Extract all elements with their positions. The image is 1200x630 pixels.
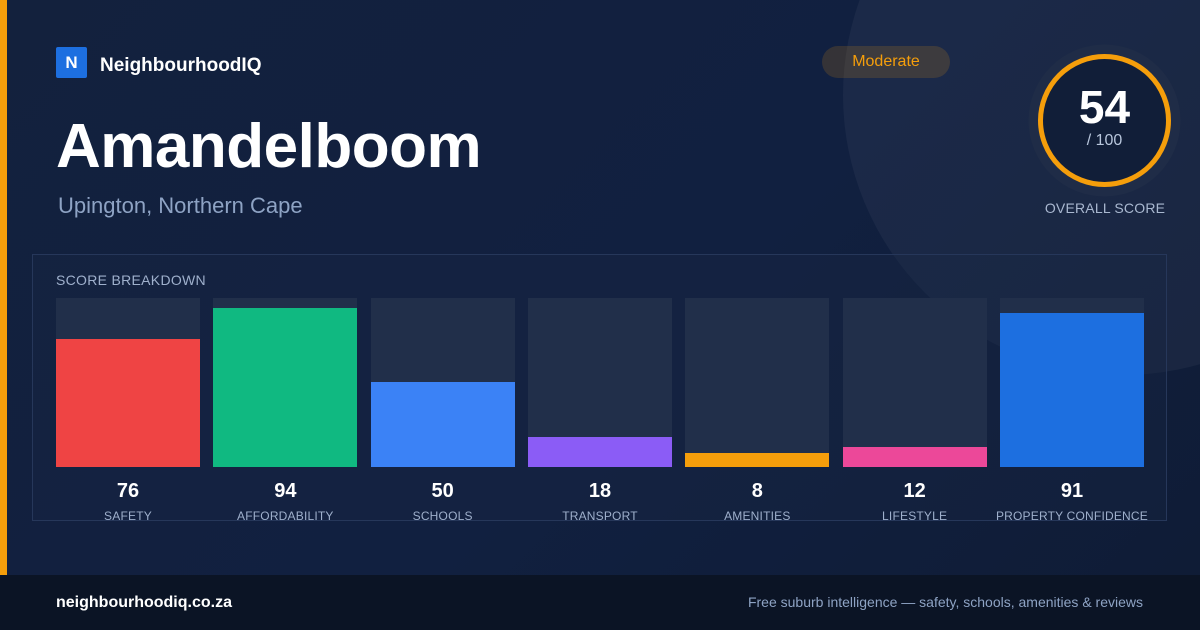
suburb-location: Upington, Northern Cape	[58, 193, 303, 218]
bar-value-label: 8	[751, 480, 763, 502]
bar-fill	[999, 313, 1144, 467]
bar-column: 50 SCHOOLS	[370, 298, 515, 523]
bar-category-label: SAFETY	[104, 509, 152, 523]
score-ring-graphic	[1028, 44, 1181, 197]
bar-column: 91 PROPERTY CONFIDENCE	[996, 298, 1148, 523]
bar-category-label: LIFESTYLE	[882, 509, 948, 523]
score-breakdown-panel: SCORE BREAKDOWN 76 SAFETY 94 AFFORDABILITY 5…	[32, 254, 1167, 523]
bar-track	[527, 298, 672, 467]
bar-fill	[56, 339, 200, 467]
overall-score-max: / 100	[1086, 132, 1123, 149]
bar-column: 8 AMENITIES	[685, 298, 830, 523]
bar-column: 18 TRANSPORT	[527, 298, 672, 523]
share-card: N NeighbourhoodIQ Amandelboom Upington, …	[0, 0, 1200, 575]
bar-category-label: TRANSPORT	[562, 509, 638, 523]
bar-category-label: PROPERTY CONFIDENCE	[995, 509, 1148, 523]
bar-fill	[370, 382, 515, 467]
bar-track	[56, 298, 200, 467]
bar-value-label: 18	[588, 480, 612, 502]
bar-track	[999, 298, 1144, 467]
score-ring-stroke	[1038, 54, 1171, 187]
bar-column: 76 SAFETY	[56, 298, 200, 523]
overall-score-caption: OVERALL SCORE	[1044, 200, 1166, 216]
bar-value-label: 50	[431, 480, 454, 502]
brand-name: NeighbourhoodIQ	[100, 54, 262, 76]
brand-logo-icon: N	[56, 47, 87, 78]
bar-value-label: 94	[274, 480, 297, 502]
breakdown-title: SCORE BREAKDOWN	[56, 272, 206, 288]
bar-category-label: SCHOOLS	[412, 509, 473, 523]
bar-fill	[685, 453, 830, 467]
bar-value-label: 76	[116, 480, 140, 502]
accent-bar	[0, 0, 7, 575]
footer-tagline: Free suburb intelligence — safety, schoo…	[747, 594, 1143, 610]
bar-category-label: AFFORDABILITY	[237, 509, 334, 523]
bar-track	[685, 298, 830, 467]
overall-score-value: 54	[1078, 81, 1131, 133]
bar-track	[842, 298, 987, 467]
bar-column: 94 AFFORDABILITY	[213, 298, 358, 523]
bar-category-label: AMENITIES	[724, 509, 791, 523]
bar-fill	[527, 437, 672, 467]
bar-column: 12 LIFESTYLE	[842, 298, 987, 523]
bar-fill	[213, 308, 358, 467]
overall-score-ring: 54 / 100	[1028, 44, 1181, 197]
suburb-title: Amandelboom	[56, 112, 482, 181]
bar-fill	[842, 447, 987, 467]
bar-value-label: 12	[903, 480, 926, 502]
brand: N NeighbourhoodIQ	[56, 47, 261, 78]
footer-domain: neighbourhoodiq.co.za	[56, 594, 232, 611]
breakdown-bar-chart: 76 SAFETY 94 AFFORDABILITY 50 SCHOOLS 18 TRANSP…	[56, 298, 1148, 523]
rating-badge: Moderate	[822, 46, 950, 78]
bar-track	[213, 298, 358, 467]
footer: neighbourhoodiq.co.za Free suburb intell…	[0, 575, 1200, 630]
bar-value-label: 91	[1060, 480, 1084, 502]
bar-track	[370, 298, 515, 467]
